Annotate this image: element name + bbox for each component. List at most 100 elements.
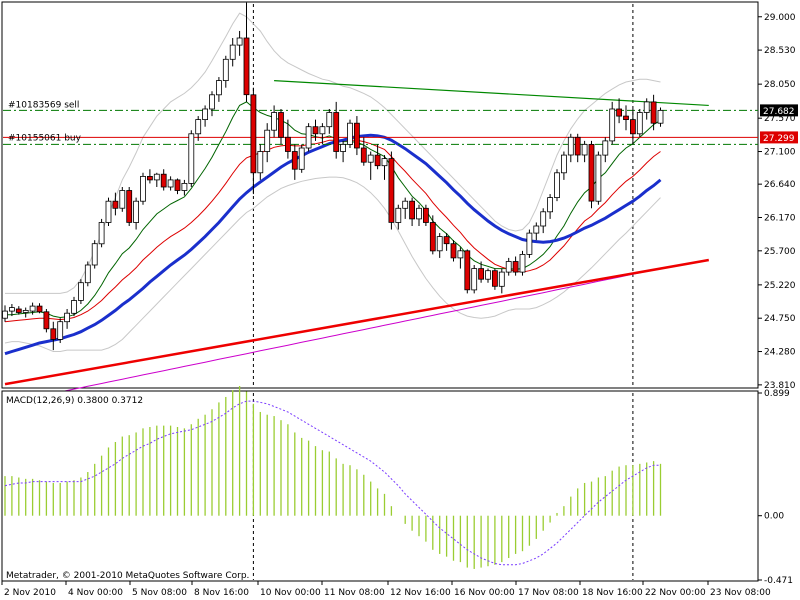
bear-candle <box>616 108 622 117</box>
bull-candle <box>485 270 491 280</box>
bull-candle <box>471 268 478 291</box>
ma-red-line <box>4 139 661 323</box>
bear-candle <box>284 136 291 152</box>
bull-candle <box>340 143 347 152</box>
bear-candle <box>512 261 519 273</box>
bollinger-bands <box>4 12 661 352</box>
bear-candle <box>146 175 153 181</box>
bull-candle <box>98 222 105 245</box>
bull-candle <box>505 261 512 273</box>
bull-candle <box>153 173 160 181</box>
price-tick-label: 23.810 <box>764 381 796 391</box>
price-label-text: 27.682 <box>763 107 795 117</box>
bull-candle <box>188 133 195 184</box>
bear-candle <box>15 308 22 313</box>
time-tick-label: 12 Nov 16:00 <box>390 588 451 598</box>
bear-candle <box>36 305 43 313</box>
bear-candle <box>333 112 340 152</box>
bollinger-upper-line <box>5 12 661 294</box>
bear-candle <box>630 119 636 135</box>
bull-candle <box>540 211 547 227</box>
bollinger-lower-line <box>4 176 661 352</box>
resistance-trendline <box>274 80 709 107</box>
buy-order-label: #10155061 buy <box>8 133 82 143</box>
price-tick-label: 24.750 <box>764 314 796 324</box>
bull-candle <box>57 321 64 340</box>
ma-magenta-line <box>4 268 661 404</box>
bull-candle <box>2 310 8 319</box>
bull-candle <box>8 307 15 312</box>
price-tick-label: 27.570 <box>764 114 796 124</box>
bear-candle <box>174 179 181 191</box>
bull-candle <box>202 108 209 121</box>
bull-candle <box>215 80 222 96</box>
bull-candle <box>381 158 388 167</box>
copyright-text: Metatrader, © 2001-2010 MetaQuotes Softw… <box>6 571 249 581</box>
bull-candle <box>326 112 333 128</box>
time-tick-label: 16 Nov 00:00 <box>454 588 515 598</box>
bear-candle <box>278 112 284 138</box>
macd-panel[interactable]: MACD(12,26,9) 0.3800 0.3712 Metatrader, … <box>1 386 800 582</box>
bull-candle <box>78 282 84 301</box>
bull-candle <box>195 119 202 135</box>
macd-title: MACD(12,26,9) 0.3800 0.3712 <box>6 396 143 406</box>
bear-candle <box>126 190 133 223</box>
bear-candle <box>650 101 657 124</box>
bear-candle <box>243 37 250 96</box>
bull-candle <box>416 207 422 220</box>
bull-candle <box>236 37 243 46</box>
bear-candle <box>409 200 416 220</box>
macd-axis: 0.899 0.00 -0.471 <box>758 389 793 586</box>
bull-candle <box>657 110 664 124</box>
bull-candle <box>305 126 312 149</box>
time-tick-label: 2 Nov 2010 <box>4 588 56 598</box>
bear-candle <box>374 154 381 167</box>
bull-candle <box>222 58 229 81</box>
price-tick-label: 24.280 <box>764 348 796 358</box>
bull-candle <box>347 122 353 145</box>
bull-candle <box>547 197 553 213</box>
price-panel[interactable]: #10183569 sell #10155061 buy <box>1 1 800 404</box>
bear-candle <box>160 173 167 188</box>
bull-candle <box>498 271 505 287</box>
bull-candle <box>567 136 574 156</box>
bull-candle <box>395 207 402 223</box>
bull-candle <box>71 300 77 314</box>
bear-candle <box>478 268 485 280</box>
bull-candle <box>29 305 36 312</box>
order-levels <box>3 109 758 145</box>
macd-signal-line <box>4 400 661 566</box>
bear-candle <box>388 158 395 223</box>
bear-candle <box>291 151 298 170</box>
bull-candle <box>319 126 326 135</box>
support-trendline <box>4 258 710 386</box>
sell-order-label: #10183569 sell <box>8 100 79 110</box>
bull-candle <box>84 264 91 284</box>
bear-candle <box>429 222 436 252</box>
bear-candle <box>353 122 360 149</box>
time-tick-label: 18 Nov 16:00 <box>582 588 643 598</box>
macd-signal-line <box>4 400 661 566</box>
bear-candle <box>443 236 450 245</box>
trendlines <box>4 80 710 386</box>
bull-candle <box>519 253 526 273</box>
bull-candle <box>609 108 616 142</box>
macd-panel-frame <box>1 390 759 582</box>
bull-candle <box>457 250 464 259</box>
bull-candle <box>119 190 126 209</box>
bull-candle <box>140 175 146 202</box>
bull-candle <box>167 179 174 188</box>
price-label-box <box>760 131 798 144</box>
price-tick-label: 25.700 <box>764 247 796 257</box>
bull-candle <box>257 151 264 174</box>
bull-candle <box>22 309 29 313</box>
bull-candle <box>602 140 609 156</box>
bear-candle <box>112 200 119 209</box>
bull-candle <box>436 236 443 252</box>
price-tick-label: 26.170 <box>764 213 796 223</box>
bear-candle <box>422 207 429 223</box>
moving-averages <box>4 101 662 404</box>
bear-candle <box>312 126 319 135</box>
bull-candle <box>643 101 650 113</box>
